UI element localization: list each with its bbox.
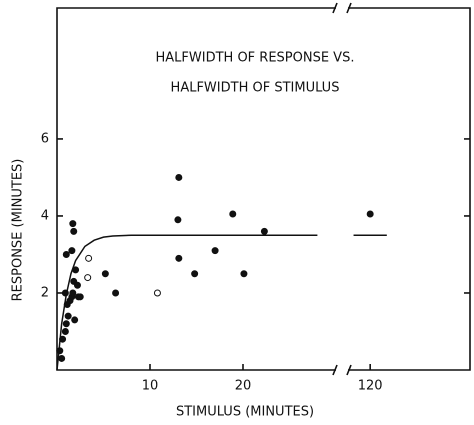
open-point	[85, 254, 93, 262]
chart-title-line: HALFWIDTH OF STIMULUS	[171, 81, 340, 96]
point	[175, 173, 183, 181]
axis-break	[332, 2, 352, 14]
point	[69, 220, 77, 228]
chart-title-line: HALFWIDTH OF RESPONSE VS.	[156, 51, 355, 66]
point	[68, 247, 76, 255]
open-point	[84, 274, 92, 282]
axis-frame	[56, 7, 471, 371]
point	[191, 270, 199, 278]
point	[76, 293, 84, 301]
point	[211, 247, 219, 255]
point	[260, 227, 268, 235]
point	[70, 227, 78, 235]
point	[64, 312, 72, 320]
x-tick-label: 10	[142, 379, 159, 394]
point	[240, 270, 248, 278]
y-axis-label: RESPONSE (MINUTES)	[11, 159, 26, 302]
point	[73, 281, 81, 289]
axis-break	[332, 364, 352, 376]
point	[61, 327, 69, 335]
open-point	[153, 289, 161, 297]
point	[112, 289, 120, 297]
point	[69, 289, 77, 297]
y-tick-label: 2	[41, 285, 49, 300]
point	[366, 210, 374, 218]
x-tick-label: 20	[235, 379, 252, 394]
point	[101, 270, 109, 278]
point	[62, 250, 70, 258]
point	[175, 254, 183, 262]
point	[71, 316, 79, 324]
point	[58, 354, 66, 362]
y-tick-label: 4	[41, 208, 49, 223]
y-tick-label: 6	[41, 131, 49, 146]
fit-curve	[56, 234, 387, 371]
point	[229, 210, 237, 218]
point	[174, 216, 182, 224]
point	[62, 320, 70, 328]
x-axis-label: STIMULUS (MINUTES)	[176, 405, 314, 420]
x-tick-label: 120	[358, 379, 383, 394]
